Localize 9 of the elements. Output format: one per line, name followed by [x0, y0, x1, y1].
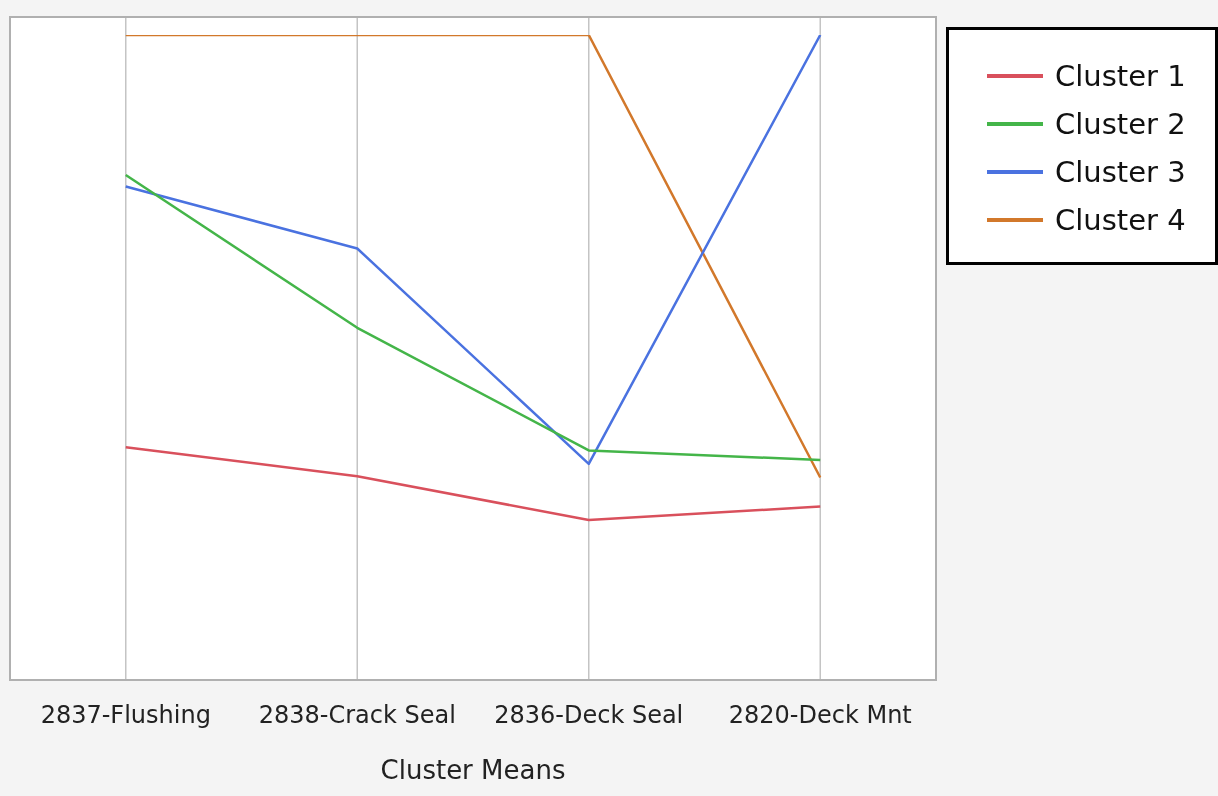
- x-tick-label: 2820-Deck Mnt: [728, 700, 912, 729]
- x-axis-title: Cluster Means: [380, 755, 566, 786]
- legend-label: Cluster 1: [1055, 59, 1186, 93]
- legend-label: Cluster 4: [1055, 203, 1186, 237]
- x-tick-label: 2836-Deck Seal: [494, 700, 684, 729]
- x-tick-label: 2838-Crack Seal: [258, 700, 456, 729]
- legend-label: Cluster 2: [1055, 107, 1186, 141]
- x-tick-label: 2837-Flushing: [40, 700, 211, 729]
- legend-label: Cluster 3: [1055, 155, 1186, 189]
